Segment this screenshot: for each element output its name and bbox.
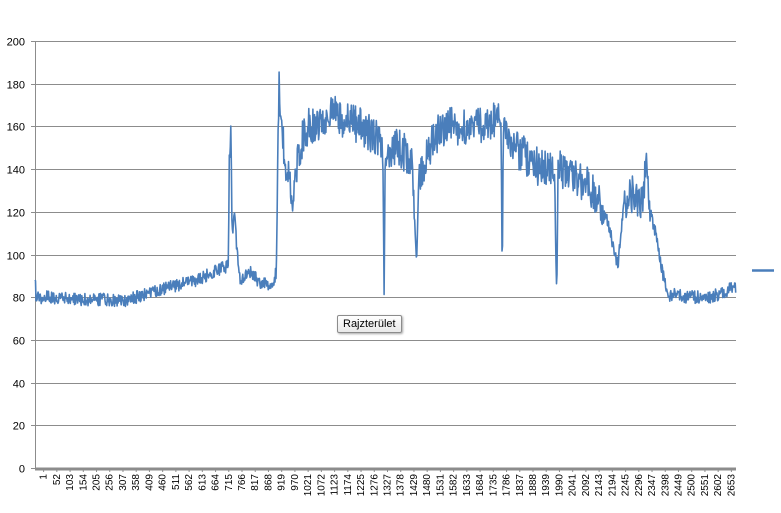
x-tick-label: 205 [92,474,103,491]
x-tick-label: 52 [52,474,63,486]
y-tick-label: 20 [13,421,25,433]
x-tick-label: 460 [158,474,169,491]
x-tick-label: 2653 [726,474,737,497]
x-tick-label: 817 [250,474,261,491]
x-tick-label: 2347 [647,474,658,497]
x-tick-label: 970 [290,474,301,491]
x-axis-labels: 1 52 103 154 205 256 307 358 409 460 511 562 613 664 7… [39,468,737,497]
x-tick-label: 1480 [422,474,433,497]
y-tick-label: 80 [13,293,25,305]
x-tick-label: 1072 [316,474,327,497]
x-tick-label: 919 [277,474,288,491]
x-tick-label: 1837 [515,474,526,497]
x-tick-label: 1888 [528,474,539,497]
x-tick-label: 2602 [713,474,724,497]
x-tick-label: 1684 [475,474,486,497]
x-tick-label: 1633 [462,474,473,497]
x-tick-label: 2143 [594,474,605,497]
x-tick-label: 1786 [502,474,513,497]
x-tick-label: 2041 [568,474,579,497]
x-tick-label: 307 [118,474,129,491]
x-tick-label: 1 [39,474,50,480]
x-tick-label: 358 [131,474,142,491]
plot-area-tooltip: Rajzterület [337,315,402,333]
x-tick-label: 511 [171,474,182,490]
x-tick-label: 2449 [673,474,684,497]
x-tick-label: 562 [184,474,195,491]
y-tick-label: 180 [7,80,25,92]
y-tick-label: 140 [7,165,25,177]
x-tick-label: 1990 [554,474,565,497]
series-line [34,71,737,308]
x-tick-label: 664 [211,474,222,491]
x-tick-label: 1327 [383,474,394,497]
x-tick-label: 1939 [541,474,552,497]
y-axis-labels: 0 20 40 60 80 100 120 140 160 180 200 [7,37,25,476]
x-tick-label: 1174 [343,474,354,496]
x-tick-label: 613 [197,474,208,491]
x-tick-label: 1021 [303,474,314,497]
x-tick-label: 103 [65,474,76,491]
x-tick-label: 1123 [330,474,341,496]
y-tick-label: 120 [7,208,25,220]
axes [35,41,736,471]
x-tick-label: 766 [237,474,248,491]
x-tick-label: 1378 [396,474,407,497]
x-tick-label: 1429 [409,474,420,497]
x-tick-label: 409 [144,474,155,491]
x-tick-label: 2245 [621,474,632,497]
series [34,71,737,308]
y-tick-label: 0 [19,464,25,476]
x-tick-label: 2296 [634,474,645,497]
x-tick-label: 2398 [660,474,671,497]
x-tick-label: 1735 [488,474,499,497]
x-tick-label: 715 [224,474,235,491]
x-tick-label: 256 [105,474,116,491]
x-tick-label: 1276 [369,474,380,497]
y-tick-label: 60 [13,336,25,348]
x-tick-label: 2551 [700,474,711,497]
x-tick-label: 2194 [607,474,618,497]
x-tick-label: 868 [263,474,274,491]
y-tick-label: 160 [7,122,25,134]
x-tick-label: 1225 [356,474,367,497]
y-tick-label: 100 [7,251,25,263]
x-tick-label: 2500 [687,474,698,497]
x-tick-label: 2092 [581,474,592,497]
y-tick-label: 40 [13,379,25,391]
x-tick-label: 154 [78,474,89,491]
y-tick-label: 200 [7,37,25,49]
x-tick-label: 1582 [449,474,460,497]
x-tick-label: 1531 [435,474,446,497]
